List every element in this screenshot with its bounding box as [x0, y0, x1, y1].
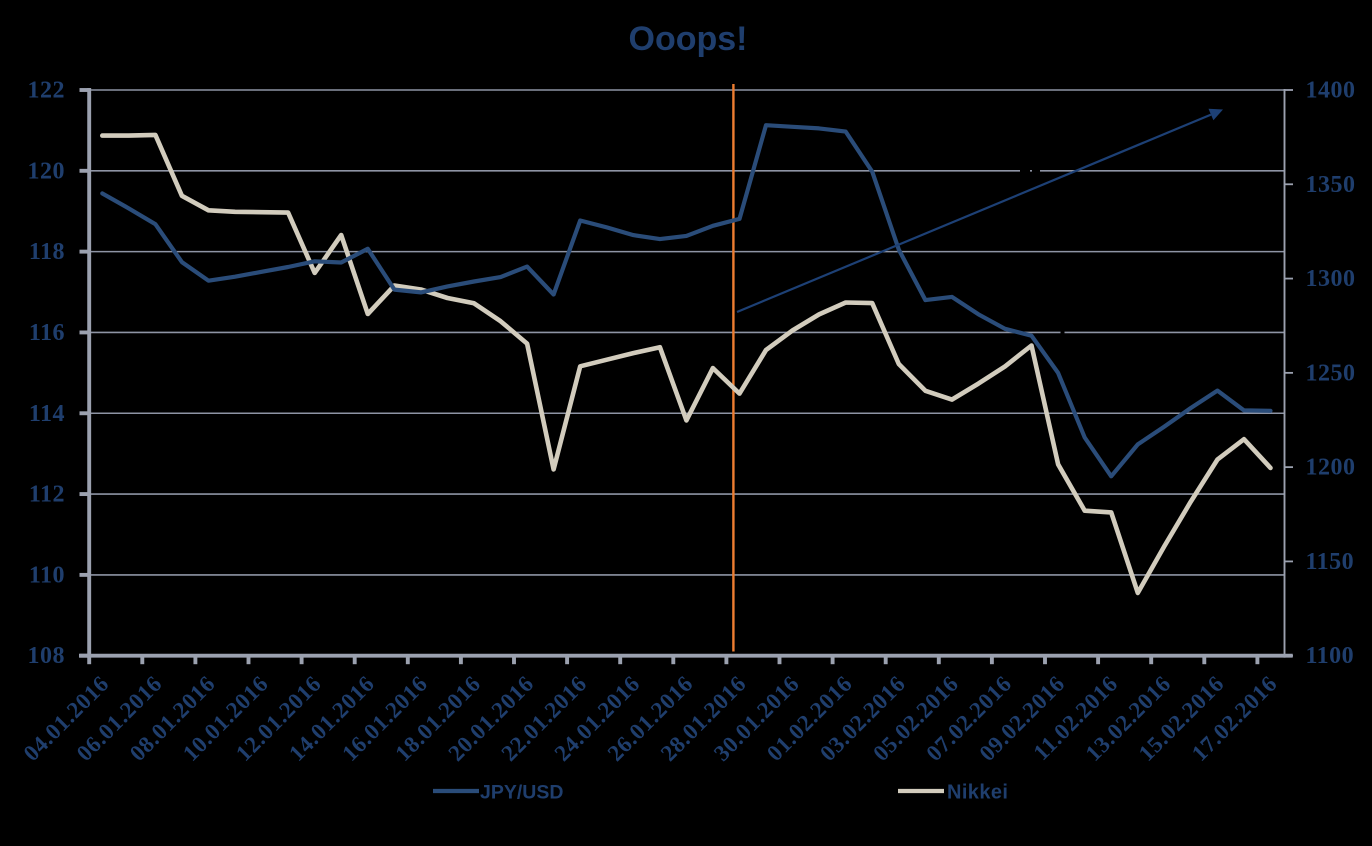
svg-text:1150: 1150 [1306, 549, 1355, 575]
svg-text:1250: 1250 [1306, 360, 1356, 386]
svg-text:JPY/USD: JPY/USD [480, 782, 563, 804]
svg-text:112: 112 [29, 482, 65, 508]
svg-text:114: 114 [29, 401, 65, 427]
svg-text:Nikkei: Nikkei [947, 782, 1008, 804]
svg-text:1300: 1300 [1306, 266, 1356, 292]
svg-text:118: 118 [29, 239, 65, 265]
svg-text:122: 122 [28, 78, 66, 104]
svg-text:108: 108 [28, 643, 66, 669]
svg-text:1350: 1350 [1306, 172, 1356, 198]
svg-text:1100: 1100 [1306, 643, 1355, 669]
svg-text:120: 120 [28, 158, 66, 184]
svg-text:1200: 1200 [1306, 455, 1356, 481]
svg-text:Ooops!: Ooops! [629, 20, 748, 58]
svg-text:116: 116 [29, 320, 65, 346]
svg-text:110: 110 [29, 562, 65, 588]
svg-text:1400: 1400 [1306, 78, 1356, 104]
